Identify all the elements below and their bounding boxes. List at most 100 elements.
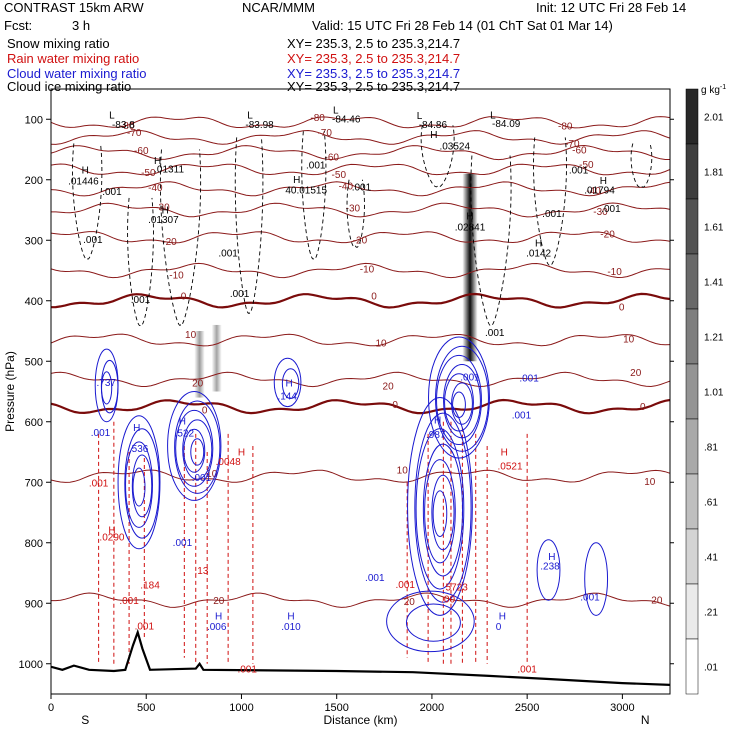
cloud-water-contour-5-1 (414, 412, 472, 603)
isotherm-label-4-2: -40 (586, 186, 601, 197)
colorbar-swatch-8 (685, 528, 699, 585)
isotherm-label-0-2: -80 (558, 122, 573, 133)
annotation-cloud-water-1: .001 (91, 428, 111, 439)
cloud-water-contour-2-2 (175, 409, 214, 487)
annotation-snow-19: .01794 (584, 185, 615, 196)
annotation-snow-14: H (154, 156, 161, 167)
field-name-rain: Rain water mixing ratio (7, 51, 140, 66)
annotation-snow-15: .01311 (154, 164, 184, 175)
colorbar-swatch-10 (685, 638, 699, 695)
annotation-snow-13: .01446 (68, 176, 99, 187)
cloud-ice-outline-3 (234, 137, 264, 314)
field-name-snow: Snow mixing ratio (7, 36, 110, 51)
annotation-snow-4: L (333, 106, 339, 117)
terrain-line (51, 628, 670, 686)
annotation-snow-16: H (293, 175, 300, 186)
annotation-cloud-water-14: .987 (426, 430, 446, 441)
snow-column-0 (462, 173, 478, 362)
colorbar-label-6: .81 (704, 443, 718, 454)
isotherm-label-2-1: -60 (325, 153, 340, 164)
cloud-water-contour-4-5 (451, 382, 473, 425)
colorbar-unit-exponent: -1 (720, 84, 726, 91)
annotation-snow-18: H (600, 176, 607, 187)
colorbar-unit: g kg-1 (701, 84, 726, 96)
cloud-water-contour-4-6 (452, 391, 466, 418)
field-xy-snow: XY= 235.3, 2.5 to 235.3,214.7 (287, 36, 461, 51)
model-title: CONTRAST 15km ARW (4, 0, 144, 15)
annotation-snow-0: L (109, 110, 115, 121)
annotation-snow-12: H (82, 165, 89, 176)
isotherm-label-6-0: -20 (162, 237, 177, 248)
cloud-water-contour-1-2 (125, 441, 153, 528)
annotation-snow-32: .001 (218, 248, 238, 259)
x-tick-label-0: 0 (48, 702, 54, 714)
colorbar-label-2: 1.61 (704, 223, 724, 234)
cloud-ice-outline-4 (301, 131, 327, 260)
annotation-rain-15: .001 (517, 665, 537, 676)
isotherm-label-7-2: -10 (607, 267, 622, 278)
cloud-water-contour-2-5 (190, 438, 205, 466)
annotation-cloud-water-4: H (179, 417, 186, 428)
cloud-water-contour-2-3 (182, 419, 213, 480)
annotation-rain-10: .001 (135, 622, 155, 633)
annotation-rain-6: .001 (89, 478, 109, 489)
isotherm-label-5-0: -30 (155, 203, 170, 214)
cloud-water-contour-1-3 (131, 454, 153, 518)
y-tick-label-6: 700 (25, 477, 43, 489)
plot-area: -80-80-80-70 -70-70-60-60-60-50 -50-50-40-… (51, 106, 670, 686)
field-name-cloud-water: Cloud water mixing ratio (7, 66, 147, 81)
isotherm-label-2-2: -60 (572, 145, 587, 156)
annotation-cloud-water-18: .001 (580, 593, 600, 604)
isotherm-label-9-2: 10 (623, 334, 635, 345)
annotation-rain-2: H (501, 447, 508, 458)
isotherm-line-2 (51, 144, 670, 161)
annotation-snow-27: .001 (569, 165, 589, 176)
y-axis-label: Pressure (hPa) (3, 351, 17, 432)
annotation-snow-29: .001 (102, 187, 122, 198)
isotherm-line-0 (51, 116, 670, 129)
isotherm-label-3-2: -50 (579, 160, 594, 171)
annotation-snow-9: -84.09 (492, 119, 521, 130)
cloud-ice-outline-5 (346, 179, 365, 248)
annotation-snow-25: .0142 (526, 248, 551, 259)
cloud-water-contour-3-0 (273, 357, 302, 408)
isotherm-label-1-1: -70 (317, 128, 332, 139)
annotation-rain-13: .00 (441, 594, 455, 605)
isotherm-label-1-2: -70 (565, 139, 580, 150)
annotation-rain-1: .0048 (216, 457, 241, 468)
annotation-cloud-water-21: H (287, 611, 294, 622)
cloud-ice-outline-6 (420, 125, 455, 188)
isotherm-line-10 (51, 371, 670, 388)
isotherm-label-4-1: -40 (339, 181, 354, 192)
annotation-snow-33: .001 (83, 235, 103, 246)
annotation-cloud-water-22: .010 (281, 622, 301, 633)
cloud-water-contour-0-2 (101, 371, 113, 405)
x-tick-label-5: 2500 (515, 702, 539, 714)
isotherm-label-2-0: -60 (134, 146, 149, 157)
colorbar-label-9: .21 (704, 608, 718, 619)
colorbar-swatch-2 (685, 198, 699, 255)
annotation-cloud-water-11: .001 (519, 374, 539, 385)
cloud-water-contour-6-1 (405, 603, 461, 642)
annotation-cloud-water-12: .001 (512, 410, 532, 421)
y-tick-label-9: 1000 (19, 659, 43, 671)
y-tick-label-5: 600 (25, 417, 43, 429)
colorbar-label-5: 1.01 (704, 388, 724, 399)
isotherm-label-12-0: 10 (206, 469, 218, 480)
annotation-snow-22: H (466, 211, 473, 222)
colorbar-label-10: .01 (704, 663, 718, 674)
annotation-cloud-water-2: H (133, 423, 140, 434)
annotation-cloud-water-0: .737 (96, 378, 116, 389)
annotation-snow-10: H (430, 130, 437, 141)
colorbar-swatch-0 (685, 88, 699, 145)
isotherm-label-3-0: -50 (141, 168, 156, 179)
annotation-snow-5: -84.46 (332, 115, 361, 126)
annotation-cloud-water-17: .238 (540, 562, 560, 573)
fcst-label: Fcst: (4, 18, 33, 33)
annotation-snow-35: .001 (230, 289, 250, 300)
colorbar-label-8: .41 (704, 553, 718, 564)
cloud-water-contour-5-0 (407, 397, 473, 616)
isotherm-label-11-1: 0 (392, 400, 398, 411)
isotherm-line-1 (51, 129, 670, 145)
